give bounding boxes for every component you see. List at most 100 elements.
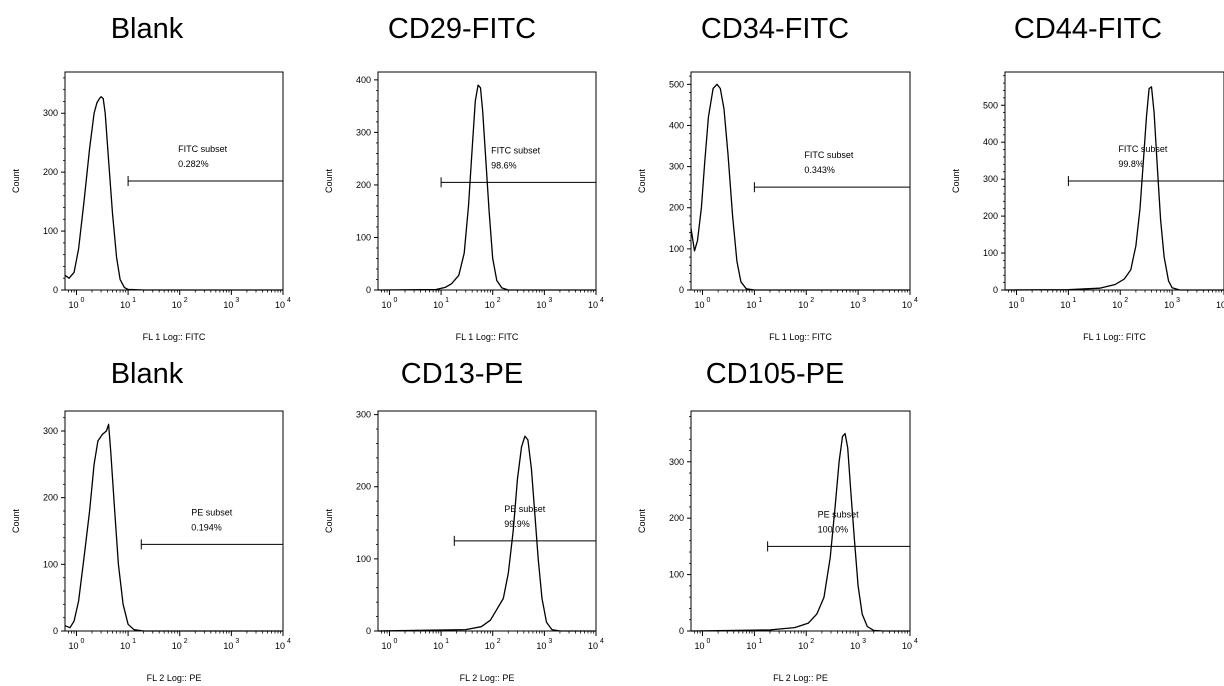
y-tick-label: 300 [983,174,998,184]
x-tick-exponent: 3 [862,638,866,645]
x-tick-label: 10 [1216,300,1224,310]
x-tick-exponent: 1 [758,638,762,645]
y-tick-label: 200 [43,167,58,177]
x-axis-label: FL 1 Log:: FITC [1083,332,1146,342]
chart-title: Blank [111,13,184,45]
gate-percent: 98.6% [491,160,517,170]
x-tick-exponent: 2 [810,297,814,304]
x-tick-exponent: 1 [1072,297,1076,304]
y-axis-label: Count [637,169,647,194]
x-tick-label: 10 [485,641,495,651]
x-tick-label: 10 [275,300,285,310]
x-tick-exponent: 3 [548,297,552,304]
x-tick-exponent: 4 [287,638,291,645]
x-tick-label: 10 [1164,300,1174,310]
x-tick-exponent: 4 [600,638,604,645]
x-tick-exponent: 1 [445,297,449,304]
chart-title: CD105-PE [706,358,845,390]
histogram-line [690,432,910,632]
x-tick-label: 10 [433,300,443,310]
x-tick-label: 10 [68,641,78,651]
chart-title: CD13-PE [401,358,524,390]
plot-frame [377,410,597,632]
histogram-line [64,423,283,632]
gate-name: FITC subset [491,145,541,155]
y-tick-label: 0 [366,626,371,636]
x-tick-exponent: 3 [235,297,239,304]
gate-percent: 0.343% [804,165,835,175]
y-tick-label: 200 [43,493,58,503]
x-tick-label: 10 [536,300,546,310]
gate-percent: 0.282% [178,159,209,169]
x-tick-exponent: 0 [80,638,84,645]
y-tick-label: 100 [356,232,371,242]
x-tick-exponent: 3 [862,297,866,304]
y-tick-label: 0 [53,285,58,295]
x-tick-label: 10 [1060,300,1070,310]
y-tick-label: 400 [669,120,684,130]
x-tick-label: 10 [588,641,598,651]
gate-name: FITC subset [804,150,854,160]
x-tick-label: 10 [746,641,756,651]
x-tick-exponent: 2 [497,297,501,304]
x-tick-label: 10 [536,641,546,651]
gate-name: PE subset [191,507,233,517]
x-tick-label: 10 [433,641,443,651]
chart-title: Blank [111,358,184,390]
chart-title: CD29-FITC [388,13,536,45]
x-tick-exponent: 0 [393,638,397,645]
x-tick-exponent: 0 [707,297,711,304]
x-tick-exponent: 1 [445,638,449,645]
x-tick-label: 10 [798,300,808,310]
x-tick-exponent: 2 [497,638,501,645]
x-tick-label: 10 [381,641,391,651]
y-tick-label: 200 [669,203,684,213]
x-tick-exponent: 3 [235,638,239,645]
x-tick-exponent: 0 [707,638,711,645]
y-tick-label: 0 [366,285,371,295]
x-axis-label: FL 2 Log:: PE [147,673,202,683]
y-tick-label: 200 [356,180,371,190]
y-tick-label: 200 [983,211,998,221]
y-tick-label: 100 [669,570,684,580]
x-tick-label: 10 [172,641,182,651]
x-tick-exponent: 4 [914,297,918,304]
y-tick-label: 300 [669,457,684,467]
y-axis-label: Count [11,169,21,194]
x-axis-label: FL 2 Log:: PE [460,673,515,683]
chart-title: CD34-FITC [701,13,849,45]
x-tick-label: 10 [746,300,756,310]
y-tick-label: 300 [43,108,58,118]
y-tick-label: 0 [993,285,998,295]
x-tick-exponent: 1 [132,297,136,304]
x-tick-label: 10 [850,641,860,651]
y-tick-label: 100 [43,226,58,236]
x-tick-exponent: 0 [393,297,397,304]
x-tick-exponent: 3 [1176,297,1180,304]
y-tick-label: 100 [43,559,58,569]
y-tick-label: 500 [983,100,998,110]
x-tick-exponent: 4 [287,297,291,304]
histogram-line [64,96,283,291]
x-tick-label: 10 [902,300,912,310]
plot-frame [1004,71,1224,291]
x-tick-label: 10 [275,641,285,651]
x-tick-label: 10 [485,300,495,310]
y-tick-label: 500 [669,79,684,89]
y-tick-label: 200 [356,482,371,492]
y-tick-label: 0 [679,626,684,636]
y-tick-label: 400 [983,137,998,147]
x-tick-label: 10 [1112,300,1122,310]
x-tick-exponent: 0 [80,297,84,304]
x-tick-exponent: 1 [132,638,136,645]
gate-name: PE subset [818,509,860,519]
x-tick-exponent: 4 [600,297,604,304]
chart-title: CD44-FITC [1014,13,1162,45]
